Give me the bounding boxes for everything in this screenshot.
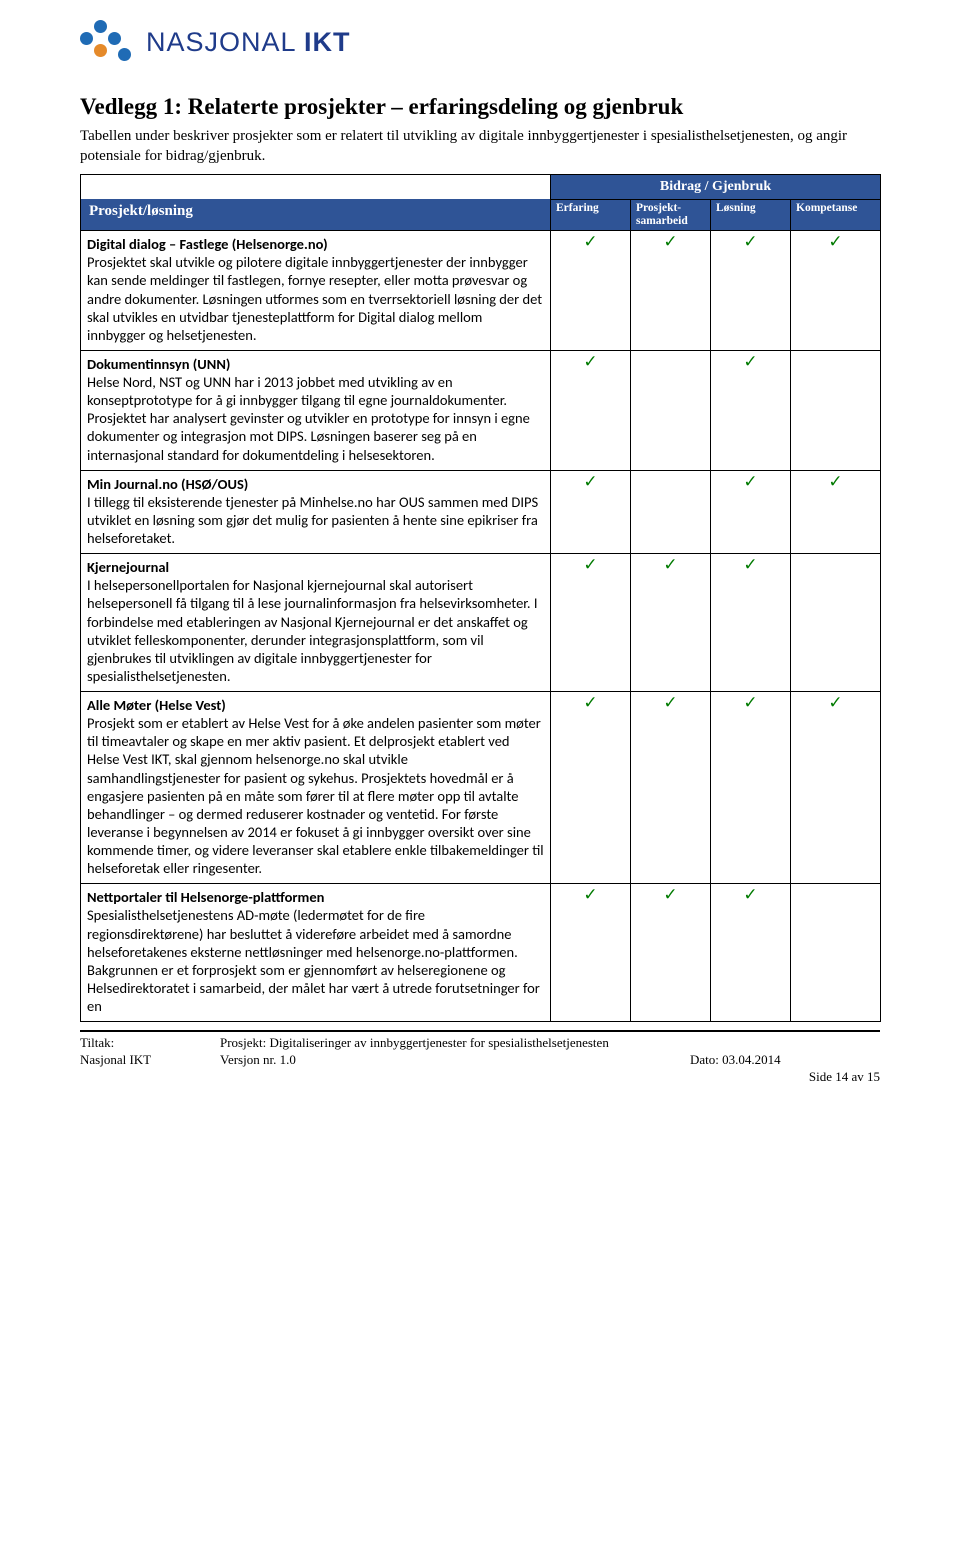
check-cell: ✓ bbox=[551, 231, 631, 351]
check-cell: ✓ bbox=[711, 470, 791, 554]
check-cell: ✓ bbox=[631, 554, 711, 692]
check-cell: ✓ bbox=[551, 350, 631, 470]
check-cell: ✓ bbox=[791, 231, 881, 351]
row-title: Kjernejournal bbox=[87, 558, 169, 576]
table-row: Dokumentinnsyn (UNN)Helse Nord, NST og U… bbox=[81, 350, 881, 470]
table-subheader: Prosjekt-samarbeid bbox=[631, 199, 711, 230]
check-cell: ✓ bbox=[631, 692, 711, 884]
row-body: Helse Nord, NST og UNN har i 2013 jobbet… bbox=[87, 373, 530, 464]
check-cell: ✓ bbox=[711, 231, 791, 351]
table-row: Alle Møter (Helse Vest)Prosjekt som er e… bbox=[81, 692, 881, 884]
row-body: Prosjekt som er etablert av Helse Vest f… bbox=[87, 714, 544, 877]
table-header-left: Prosjekt/løsning bbox=[81, 199, 551, 230]
row-description: Min Journal.no (HSØ/OUS)I tillegg til ek… bbox=[81, 470, 551, 554]
footer-page-number: Side 14 av 15 bbox=[690, 1069, 880, 1086]
row-title: Nettportaler til Helsenorge-plattformen bbox=[87, 888, 324, 906]
check-cell bbox=[791, 884, 881, 1022]
table-subheader: Kompetanse bbox=[791, 199, 881, 230]
row-title: Min Journal.no (HSØ/OUS) bbox=[87, 475, 248, 493]
row-title: Digital dialog – Fastlege (Helsenorge.no… bbox=[87, 235, 328, 253]
check-cell: ✓ bbox=[711, 884, 791, 1022]
check-cell bbox=[631, 470, 711, 554]
row-title: Alle Møter (Helse Vest) bbox=[87, 696, 226, 714]
table-subheader: Løsning bbox=[711, 199, 791, 230]
footer-prosjekt: Prosjekt: Digitaliseringer av innbyggert… bbox=[220, 1035, 690, 1052]
row-body: Spesialisthelsetjenestens AD-møte (leder… bbox=[87, 906, 540, 1015]
row-description: KjernejournalI helsepersonellportalen fo… bbox=[81, 554, 551, 692]
row-description: Nettportaler til Helsenorge-plattformenS… bbox=[81, 884, 551, 1022]
check-cell bbox=[631, 350, 711, 470]
row-description: Dokumentinnsyn (UNN)Helse Nord, NST og U… bbox=[81, 350, 551, 470]
check-cell: ✓ bbox=[711, 554, 791, 692]
row-description: Digital dialog – Fastlege (Helsenorge.no… bbox=[81, 231, 551, 351]
table-row: KjernejournalI helsepersonellportalen fo… bbox=[81, 554, 881, 692]
row-title: Dokumentinnsyn (UNN) bbox=[87, 355, 230, 373]
page-footer: Tiltak: Prosjekt: Digitaliseringer av in… bbox=[80, 1030, 880, 1086]
footer-org: Nasjonal IKT bbox=[80, 1052, 220, 1069]
brand-wordmark: NASJONAL IKT bbox=[146, 25, 351, 60]
check-cell: ✓ bbox=[631, 231, 711, 351]
table-row: Nettportaler til Helsenorge-plattformenS… bbox=[81, 884, 881, 1022]
check-cell: ✓ bbox=[711, 350, 791, 470]
brand-text-1: NASJONAL bbox=[146, 27, 304, 57]
check-cell: ✓ bbox=[631, 884, 711, 1022]
brand-header: NASJONAL IKT bbox=[80, 20, 880, 64]
check-cell: ✓ bbox=[791, 692, 881, 884]
footer-version: Versjon nr. 1.0 bbox=[220, 1052, 690, 1069]
table-header-group: Bidrag / Gjenbruk bbox=[551, 174, 881, 199]
footer-tiltak-label: Tiltak: bbox=[80, 1035, 220, 1052]
check-cell bbox=[791, 350, 881, 470]
check-cell: ✓ bbox=[551, 884, 631, 1022]
check-cell: ✓ bbox=[551, 692, 631, 884]
row-body: Prosjektet skal utvikle og pilotere digi… bbox=[87, 253, 542, 344]
page-title: Vedlegg 1: Relaterte prosjekter – erfari… bbox=[80, 92, 880, 121]
projects-table: Bidrag / Gjenbruk Prosjekt/løsning Erfar… bbox=[80, 174, 881, 1022]
table-row: Digital dialog – Fastlege (Helsenorge.no… bbox=[81, 231, 881, 351]
check-cell: ✓ bbox=[551, 470, 631, 554]
check-cell: ✓ bbox=[711, 692, 791, 884]
row-description: Alle Møter (Helse Vest)Prosjekt som er e… bbox=[81, 692, 551, 884]
brand-logo-icon bbox=[80, 20, 132, 64]
check-cell bbox=[791, 554, 881, 692]
check-cell: ✓ bbox=[551, 554, 631, 692]
footer-date: Dato: 03.04.2014 bbox=[690, 1052, 880, 1069]
brand-text-2: IKT bbox=[304, 27, 351, 57]
row-body: I helsepersonellportalen for Nasjonal kj… bbox=[87, 576, 537, 685]
intro-paragraph: Tabellen under beskriver prosjekter som … bbox=[80, 127, 880, 165]
row-body: I tillegg til eksisterende tjenester på … bbox=[87, 493, 538, 547]
table-subheader: Erfaring bbox=[551, 199, 631, 230]
check-cell: ✓ bbox=[791, 470, 881, 554]
table-row: Min Journal.no (HSØ/OUS)I tillegg til ek… bbox=[81, 470, 881, 554]
